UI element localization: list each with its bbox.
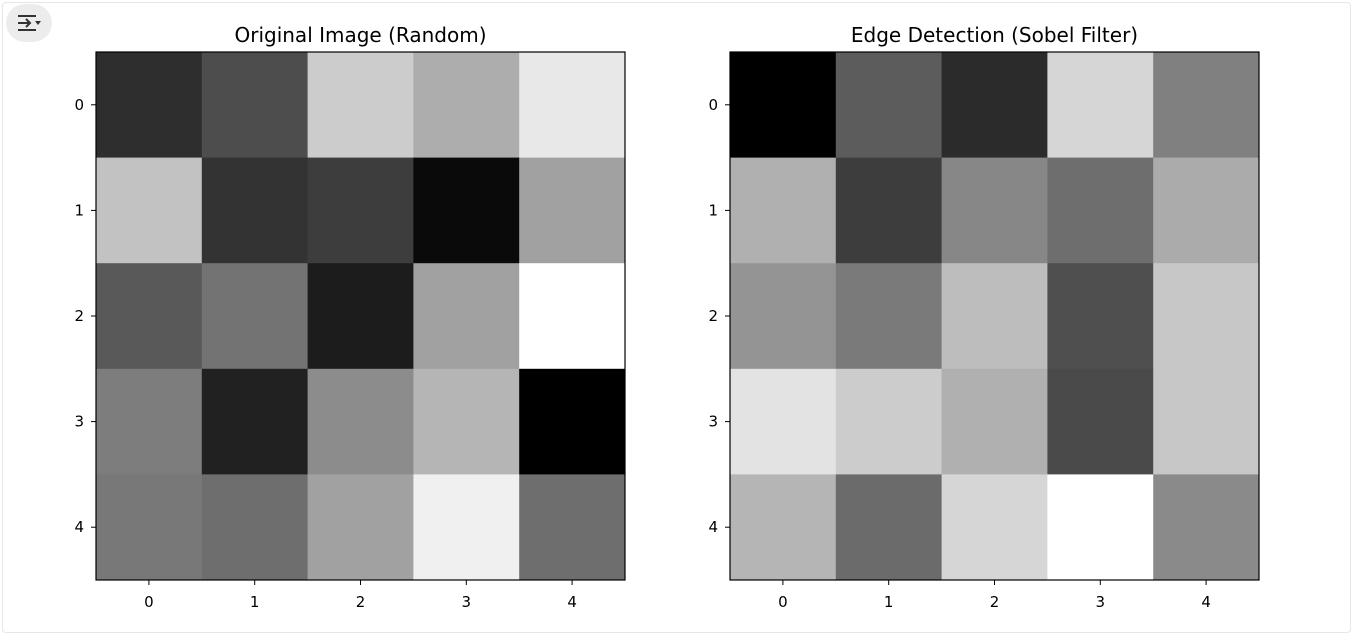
heatmap-cell <box>201 52 309 159</box>
output-collapse-icon <box>18 15 41 31</box>
heatmap-cell <box>1153 52 1260 159</box>
heatmap-cell <box>730 474 837 581</box>
heatmap-cell <box>201 474 309 581</box>
x-tick-label: 0 <box>778 593 788 611</box>
heatmap-cell <box>835 368 943 475</box>
x-tick-label: 3 <box>1096 593 1106 611</box>
x-tick-label: 4 <box>1201 593 1211 611</box>
x-tick-label: 4 <box>567 593 577 611</box>
y-tick-label: 3 <box>708 413 718 431</box>
heatmap-cell <box>730 368 837 475</box>
heatmap-cell <box>519 474 626 581</box>
heatmap-cell <box>1153 368 1260 475</box>
heatmap-cell <box>835 157 943 264</box>
x-tick-label: 3 <box>462 593 472 611</box>
heatmap-cell <box>96 157 203 264</box>
heatmap-cell <box>201 368 309 475</box>
heatmap-cell <box>307 474 414 581</box>
x-tick-label: 2 <box>356 593 366 611</box>
chart-edge-detection: Edge Detection (Sobel Filter) 0 1 2 3 4 0 1 2 3 4 <box>708 23 1260 611</box>
heatmap-cell <box>1047 52 1154 159</box>
chart-title: Original Image (Random) <box>234 23 486 47</box>
heatmap-cell <box>519 157 626 264</box>
heatmap-cell <box>1153 263 1260 370</box>
x-tick-label: 1 <box>884 593 894 611</box>
heatmap-cell <box>730 157 837 264</box>
heatmap-cell <box>835 263 943 370</box>
heatmap-cell <box>1047 368 1154 475</box>
chart-original-image: Original Image (Random) 0 1 2 3 4 0 1 2 3 4 <box>74 23 626 611</box>
y-tick-label: 0 <box>74 96 84 114</box>
heatmap-cell <box>730 263 837 370</box>
heatmap-cell <box>730 52 837 159</box>
heatmap-cell <box>941 474 1048 581</box>
heatmap-cell <box>307 52 414 159</box>
heatmap-cell <box>307 368 414 475</box>
heatmap-cell <box>1153 474 1260 581</box>
heatmap-cell <box>941 368 1048 475</box>
heatmap-cell <box>941 263 1048 370</box>
y-tick-label: 2 <box>708 307 718 325</box>
heatmap-cell <box>835 474 943 581</box>
output-toggle-button[interactable] <box>6 4 52 42</box>
heatmap-cell <box>201 157 309 264</box>
y-tick-label: 1 <box>708 201 718 219</box>
heatmap-cell <box>1153 157 1260 264</box>
heatmap-cell <box>1047 474 1154 581</box>
heatmap-cell <box>96 263 203 370</box>
heatmap-cell <box>413 157 520 264</box>
chart-title: Edge Detection (Sobel Filter) <box>851 23 1138 47</box>
heatmap-cell <box>413 52 520 159</box>
x-tick-label: 0 <box>144 593 154 611</box>
y-tick-label: 1 <box>74 201 84 219</box>
heatmap-cell <box>1047 157 1154 264</box>
heatmap-cell <box>96 52 203 159</box>
heatmap-cell <box>307 263 414 370</box>
heatmap-cell <box>413 474 520 581</box>
heatmap-cell <box>413 368 520 475</box>
heatmap-cell <box>413 263 520 370</box>
heatmap-cell <box>519 368 626 475</box>
y-tick-label: 2 <box>74 307 84 325</box>
heatmap-cell <box>201 263 309 370</box>
heatmap-cell <box>96 368 203 475</box>
heatmap-cell <box>835 52 943 159</box>
x-tick-label: 2 <box>990 593 1000 611</box>
x-tick-label: 1 <box>250 593 260 611</box>
y-tick-label: 0 <box>708 96 718 114</box>
heatmap-cell <box>519 263 626 370</box>
heatmap-cell <box>941 157 1048 264</box>
heatmap-cell <box>96 474 203 581</box>
heatmap-cell <box>941 52 1048 159</box>
y-tick-label: 4 <box>74 518 84 536</box>
heatmap-cell <box>307 157 414 264</box>
y-tick-label: 4 <box>708 518 718 536</box>
heatmap-cell <box>1047 263 1154 370</box>
y-tick-label: 3 <box>74 413 84 431</box>
heatmap-cell <box>519 52 626 159</box>
